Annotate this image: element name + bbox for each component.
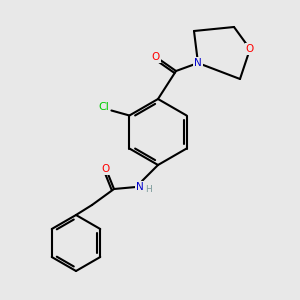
Text: O: O <box>102 164 110 174</box>
Text: O: O <box>246 44 254 54</box>
Text: O: O <box>152 52 160 62</box>
Text: Cl: Cl <box>98 103 109 112</box>
Text: N: N <box>194 58 202 68</box>
Text: N: N <box>136 182 144 192</box>
Text: H: H <box>146 185 152 194</box>
